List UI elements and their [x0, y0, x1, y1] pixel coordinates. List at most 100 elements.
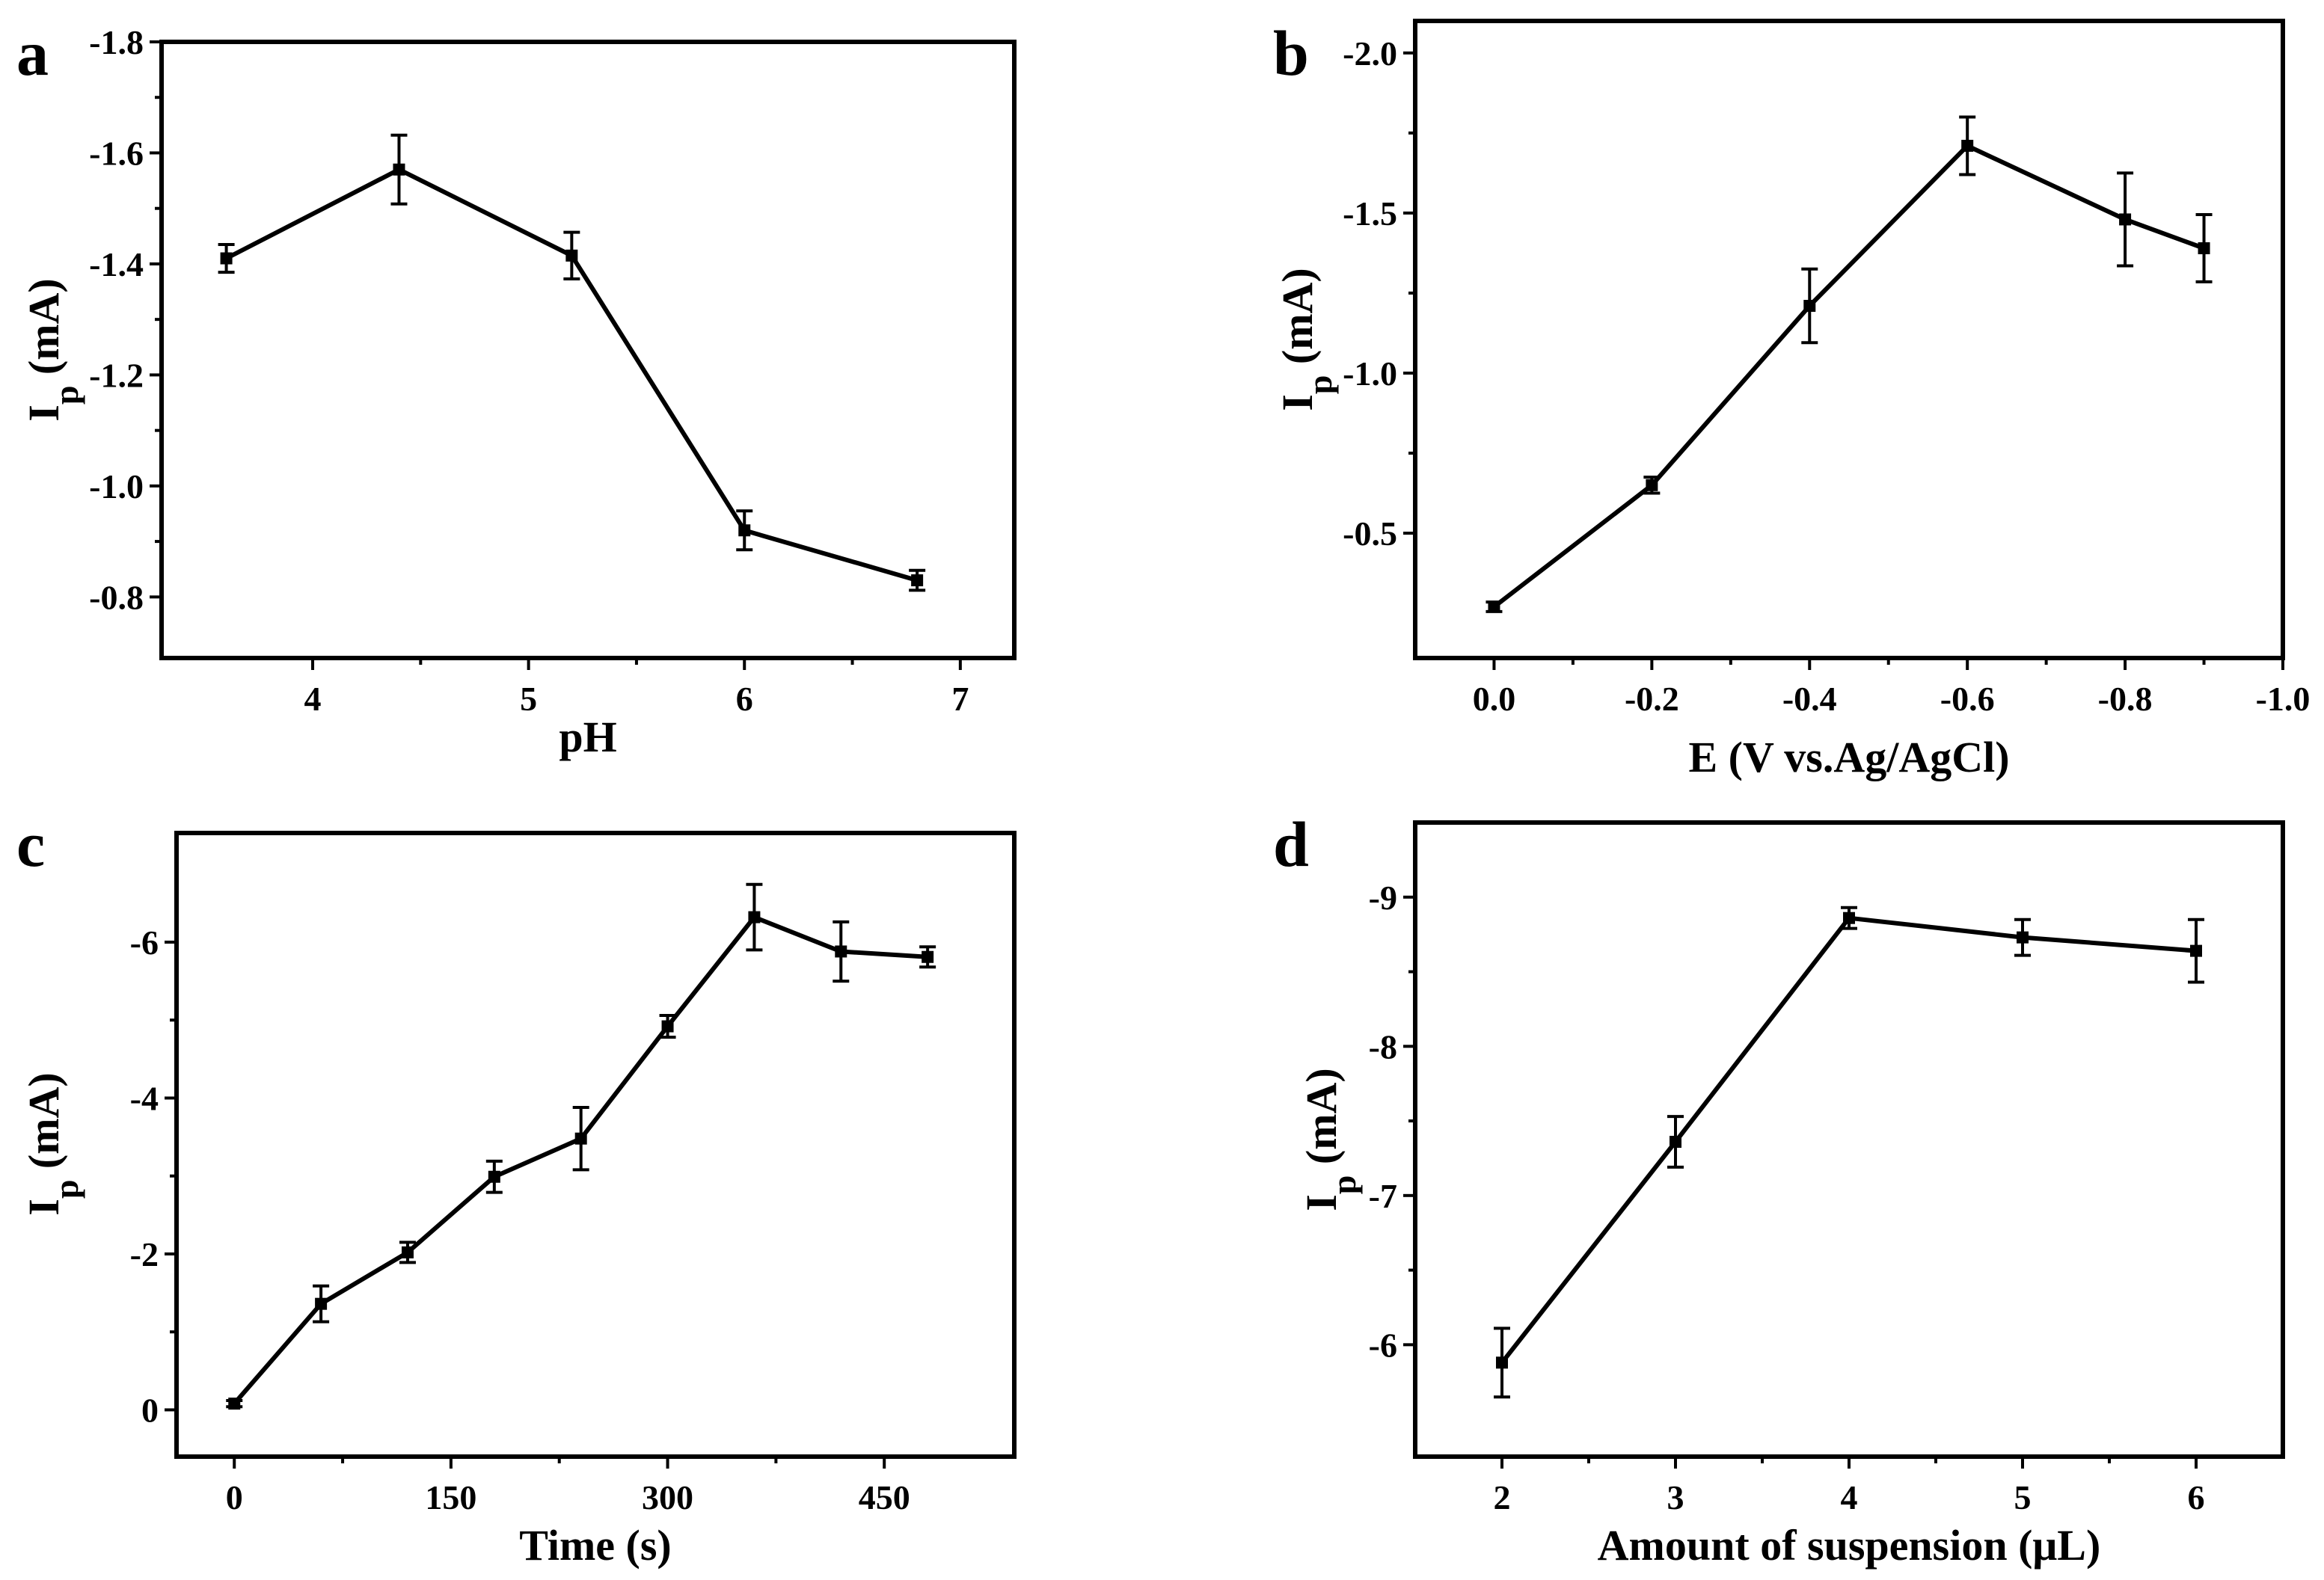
data-point — [835, 945, 847, 958]
y-tick-label: -1.8 — [89, 23, 144, 61]
data-point — [1646, 479, 1658, 491]
y-tick-label: -2 — [130, 1235, 159, 1273]
data-point — [738, 524, 751, 537]
x-axis-label: Amount of suspension (μL) — [1598, 1521, 2101, 1570]
y-tick-label: 0 — [141, 1391, 159, 1429]
y-label-main: I — [1297, 1194, 1346, 1211]
panel-b: b E (V vs.Ag/AgCl) Ip (mA) 0.0 -0.2 -0.4 -0… — [1273, 17, 2310, 781]
y-label-sub: p — [47, 386, 85, 405]
x-tick-label: 5 — [520, 680, 537, 718]
y-label-main: I — [1273, 394, 1322, 411]
y-axis-label: Ip (mA) — [1273, 268, 1339, 411]
panel-letter: b — [1273, 17, 1309, 89]
y-label-unit: (mA) — [19, 1072, 68, 1179]
ticks: 2 3 4 5 6 -6 -7 -8 -9 — [1369, 879, 2205, 1516]
panel-letter: c — [16, 808, 45, 880]
x-tick-label: 6 — [2188, 1478, 2205, 1516]
plot-frame — [174, 831, 1017, 1459]
y-tick-label: -9 — [1369, 879, 1397, 917]
data-point — [2017, 931, 2029, 944]
panel-c: c Time (s) Ip (mA) 0 150 300 450 0 -2 -4 -6 — [16, 808, 1017, 1570]
data-point — [1961, 139, 1974, 152]
y-tick-label: -6 — [130, 923, 159, 962]
x-tick-label: 2 — [1494, 1478, 1511, 1516]
data-point — [1670, 1135, 1681, 1148]
y-tick-label: -1.6 — [89, 134, 144, 172]
x-axis-label: E (V vs.Ag/AgCl) — [1688, 733, 2009, 781]
x-tick-label: -0.4 — [1782, 680, 1837, 718]
data-point — [2119, 213, 2132, 226]
plot-frame — [1413, 19, 2285, 660]
data-point — [565, 249, 578, 262]
data-point — [661, 1020, 674, 1033]
data-point — [2198, 242, 2210, 254]
series-line — [1500, 915, 2197, 1365]
data-point — [748, 911, 761, 923]
panel-letter: a — [16, 17, 49, 89]
x-tick-label: 0 — [226, 1478, 243, 1516]
y-label-main: I — [19, 1199, 68, 1216]
panel-letter: d — [1273, 808, 1309, 880]
x-tick-label: 5 — [2014, 1478, 2032, 1516]
data-point — [393, 163, 405, 176]
data-point — [2190, 944, 2202, 957]
y-axis-label: Ip (mA) — [1297, 1068, 1363, 1211]
data-point — [401, 1246, 414, 1258]
y-axis-label: Ip (mA) — [19, 278, 85, 422]
x-tick-label: -1.0 — [2256, 680, 2311, 718]
data-point — [1843, 912, 1855, 924]
ticks: 4 5 6 7 -0.8 -1.0 -1.2 -1.4 -1.6 -1.8 — [89, 23, 969, 718]
y-label-sub: p — [1325, 1175, 1363, 1195]
data-point — [1496, 1356, 1508, 1369]
y-label-sub: p — [1301, 375, 1339, 395]
y-label-unit: (mA) — [19, 278, 68, 385]
x-tick-label: -0.2 — [1625, 680, 1679, 718]
ticks: 0 150 300 450 0 -2 -4 -6 — [130, 923, 910, 1516]
y-tick-label: -1.0 — [89, 467, 144, 505]
x-axis-label: Time (s) — [519, 1521, 672, 1570]
x-tick-label: -0.6 — [1940, 680, 1995, 718]
data-point — [220, 252, 233, 265]
x-tick-label: 4 — [1841, 1478, 1858, 1516]
ticks: 0.0 -0.2 -0.4 -0.6 -0.8 -1.0 -0.5 -1.0 -1.5 -2.0 — [1343, 34, 2310, 718]
y-tick-label: -8 — [1369, 1027, 1397, 1066]
y-tick-label: -1.0 — [1343, 354, 1397, 393]
series-line — [1492, 144, 2205, 609]
data-point — [1488, 600, 1500, 613]
data-point — [922, 950, 934, 963]
x-tick-label: 300 — [642, 1478, 693, 1516]
y-label-unit: (mA) — [1297, 1068, 1346, 1175]
y-tick-label: -6 — [1369, 1326, 1397, 1364]
data-point — [574, 1132, 587, 1145]
plot-frame — [159, 40, 1017, 660]
x-tick-label: 3 — [1667, 1478, 1684, 1516]
y-tick-label: -2.0 — [1343, 34, 1397, 73]
data-point — [488, 1170, 500, 1183]
panel-a: a pH Ip (mA) 4 5 6 7 -0.8 -1.0 -1.2 -1.4 -1.6 -1.… — [16, 17, 1017, 761]
data-point — [911, 574, 924, 587]
y-label-unit: (mA) — [1273, 268, 1322, 375]
y-tick-label: -0.8 — [89, 578, 144, 616]
y-tick-label: -1.5 — [1343, 194, 1397, 233]
x-tick-label: 450 — [859, 1478, 910, 1516]
data-point — [315, 1297, 328, 1310]
x-tick-label: 4 — [304, 680, 322, 718]
x-tick-label: 7 — [951, 680, 969, 718]
y-label-sub: p — [47, 1180, 85, 1199]
x-tick-label: 150 — [425, 1478, 476, 1516]
data-marks — [1486, 115, 2213, 613]
data-marks — [218, 133, 926, 592]
data-marks — [226, 882, 936, 1410]
x-tick-label: 0.0 — [1473, 680, 1516, 718]
x-axis-label: pH — [559, 713, 616, 761]
data-marks — [1494, 906, 2204, 1399]
y-tick-label: -0.5 — [1343, 514, 1397, 553]
y-axis-label: Ip (mA) — [19, 1072, 85, 1216]
y-label-main: I — [19, 405, 68, 422]
y-tick-label: -4 — [130, 1079, 159, 1117]
y-tick-label: -1.2 — [89, 356, 144, 394]
panel-d: d Amount of suspension (μL) Ip (mA) 2 3 4 5… — [1273, 808, 2285, 1570]
data-point — [1803, 300, 1816, 313]
x-tick-label: 6 — [736, 680, 753, 718]
